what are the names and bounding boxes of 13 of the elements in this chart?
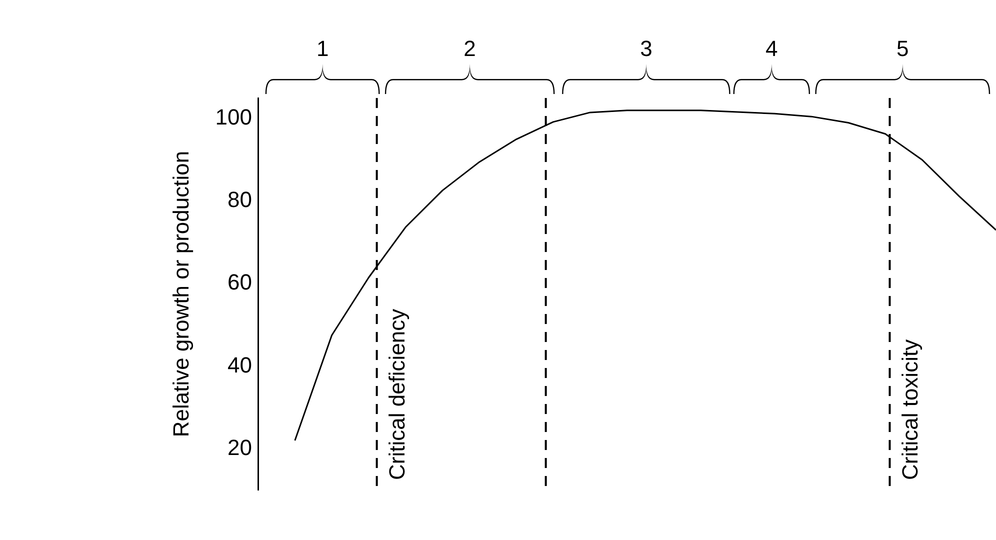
y-tick-label: 40 <box>228 352 252 378</box>
text: 1 <box>316 36 329 61</box>
y-tick-label: 60 <box>228 270 252 295</box>
y-tick-label: 20 <box>228 434 252 460</box>
y-tick-label: 80 <box>228 187 252 212</box>
text: 3 <box>640 36 652 61</box>
y-axis-title: Relative growth or production <box>168 150 194 438</box>
annotation: Critical deficiency <box>384 308 410 480</box>
y-tick-label: 100 <box>215 104 252 130</box>
text: 2 <box>464 36 476 61</box>
annotation: Critical toxicity <box>898 339 923 480</box>
text: 5 <box>896 36 909 61</box>
text: 4 <box>766 36 778 61</box>
